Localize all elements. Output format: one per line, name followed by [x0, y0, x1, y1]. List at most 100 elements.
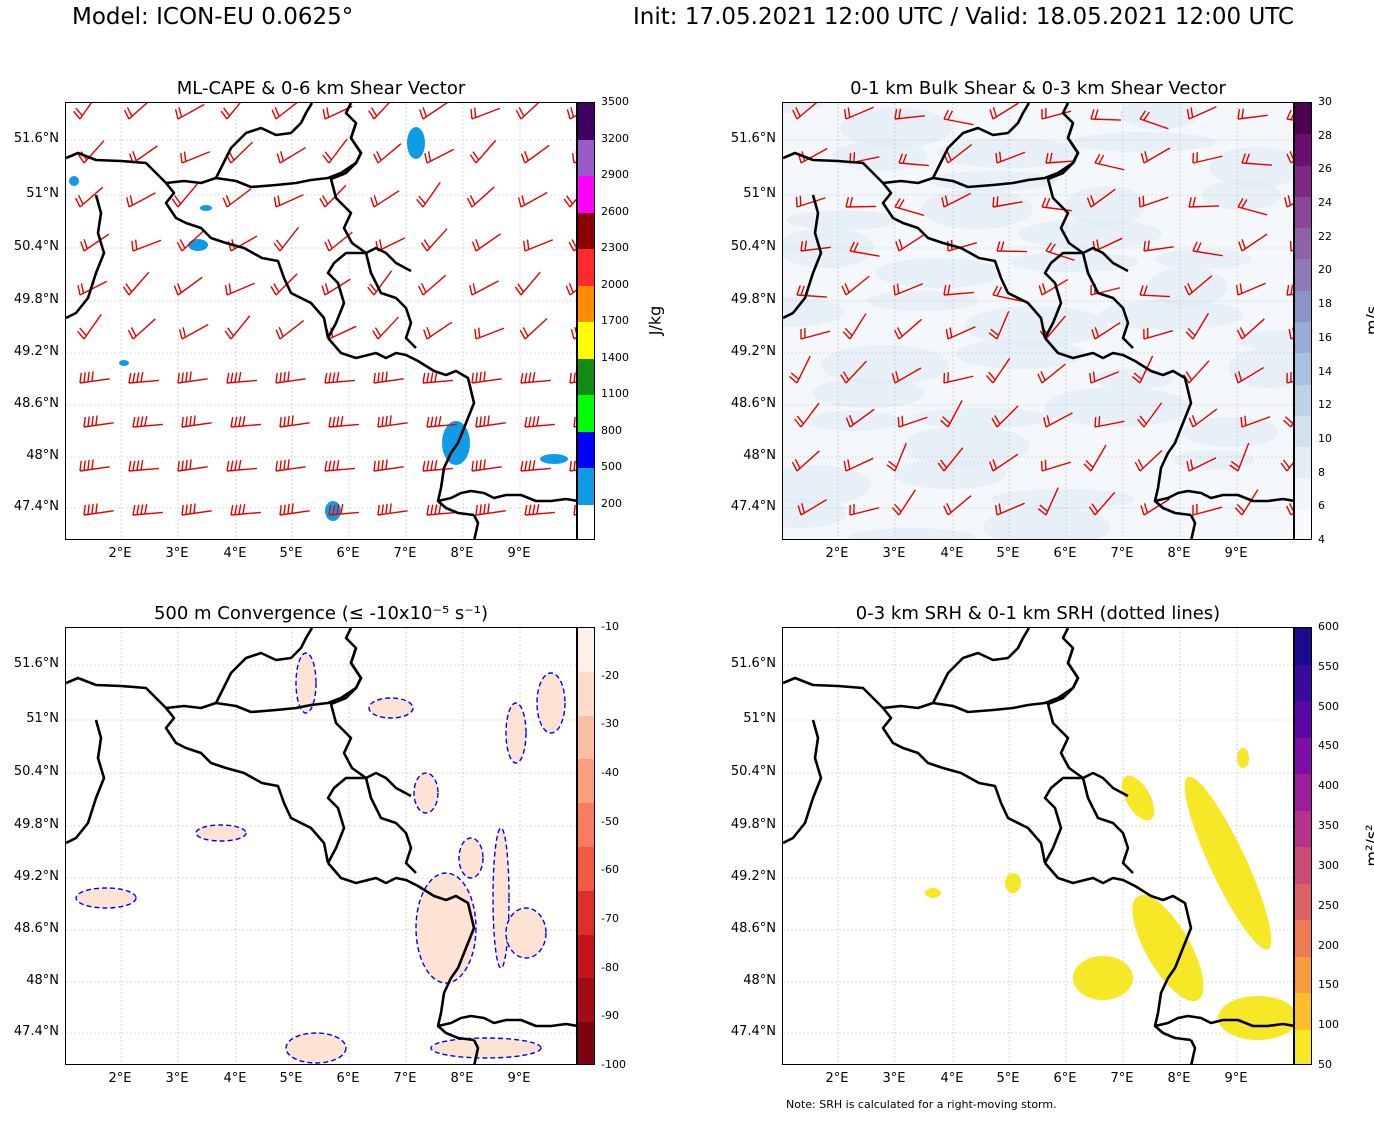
colorbar-segment	[578, 176, 594, 213]
colorbar-segment	[578, 358, 594, 396]
colorbar-tick-label: 3500	[601, 95, 629, 108]
colorbar-tick-label: 100	[1318, 1018, 1339, 1032]
srh-note: Note: SRH is calculated for a right-movi…	[786, 1098, 1057, 1111]
colorbar-segment	[578, 103, 594, 140]
colorbar-tick-label: -80	[601, 960, 619, 974]
lon-tick-label: 4°E	[223, 546, 247, 561]
graticule	[783, 103, 1293, 539]
colorbar-tick-label: -30	[601, 717, 619, 731]
srh-areas	[925, 748, 1293, 1040]
lat-tick-label: 49.2°N	[730, 344, 776, 359]
graticule	[783, 628, 1293, 1064]
panel-title: 0-1 km Bulk Shear & 0-3 km Shear Vector	[850, 78, 1226, 99]
lat-tick-label: 50.4°N	[13, 764, 59, 779]
colorbar-segment	[1295, 993, 1311, 1030]
cape-areas	[69, 127, 568, 521]
lon-tick-label: 9°E	[507, 546, 531, 561]
lat-tick-label: 48.6°N	[730, 921, 776, 936]
colorbar-tick-label: 6	[1318, 499, 1325, 513]
lon-tick-label: 9°E	[1224, 1071, 1248, 1086]
colorbar-segment	[578, 759, 594, 804]
country-borders	[66, 628, 576, 1064]
lat-tick-label: 49.2°N	[730, 869, 776, 884]
colorbar	[577, 627, 595, 1065]
colorbar-tick-label: 18	[1318, 297, 1332, 311]
colorbar-tick-label: 16	[1318, 330, 1332, 344]
colorbar-segment	[578, 715, 594, 760]
country-borders	[783, 628, 1293, 1064]
colorbar-tick-label: 2600	[601, 204, 629, 218]
lat-tick-label: 51.6°N	[730, 131, 776, 146]
lat-tick-label: 48°N	[26, 448, 59, 463]
colorbar-tick-label: 4	[1318, 533, 1325, 546]
lat-tick-label: 48.6°N	[13, 921, 59, 936]
map-canvas	[66, 628, 576, 1064]
lat-tick-label: 47.4°N	[730, 499, 776, 514]
lon-tick-label: 4°E	[223, 1071, 247, 1086]
colorbar-tick-label: 3200	[601, 131, 629, 145]
panel-title: 500 m Convergence (≤ -10x10⁻⁵ s⁻¹)	[153, 603, 489, 624]
colorbar	[1294, 102, 1312, 540]
lon-tick-label: 4°E	[940, 1071, 964, 1086]
lat-tick-label: 51°N	[26, 186, 59, 201]
colorbar-segment	[1295, 415, 1311, 448]
colorbar-tick-label: -40	[601, 766, 619, 779]
lon-tick-label: 2°E	[825, 1071, 849, 1086]
country-borders	[783, 103, 1293, 539]
lat-tick-label: 51°N	[743, 711, 776, 726]
map-panel-srh	[782, 627, 1294, 1065]
colorbar-tick-label: 450	[1318, 739, 1339, 753]
colorbar-segment	[1295, 196, 1311, 229]
map-panel-shear	[782, 102, 1294, 540]
lat-tick-label: 49.2°N	[13, 869, 59, 884]
colorbar-segment	[1295, 353, 1311, 386]
lon-tick-label: 3°E	[882, 546, 906, 561]
colorbar-tick-label: 550	[1318, 659, 1339, 673]
colorbar-tick-label: -100	[601, 1058, 626, 1071]
lon-tick-label: 7°E	[393, 1071, 417, 1086]
map-panel-conv	[65, 627, 577, 1065]
lon-tick-label: 7°E	[393, 546, 417, 561]
colorbar-segment	[1295, 920, 1311, 957]
panel-title: ML-CAPE & 0-6 km Shear Vector	[176, 78, 466, 99]
colorbar	[577, 102, 595, 540]
colorbar-segment	[578, 212, 594, 250]
lat-tick-label: 48°N	[743, 448, 776, 463]
colorbar-tick-label: 500	[1318, 699, 1339, 713]
colorbar-segment	[1295, 774, 1311, 811]
colorbar-segment	[578, 468, 594, 505]
colorbar-tick-label: 22	[1318, 229, 1332, 243]
colorbar-segment	[1295, 956, 1311, 994]
lat-tick-label: 51°N	[743, 186, 776, 201]
colorbar-tick-label: 800	[601, 423, 622, 437]
colorbar	[1294, 627, 1312, 1065]
colorbar-segment	[578, 934, 594, 979]
convergence-contours	[75, 652, 566, 1064]
colorbar-tick-label: 500	[601, 460, 622, 473]
colorbar-segment	[578, 504, 594, 539]
colorbar-tick-label: -50	[601, 814, 619, 828]
colorbar-tick-label: 30	[1318, 95, 1332, 108]
graticule	[66, 103, 576, 539]
lat-tick-label: 48.6°N	[730, 396, 776, 411]
lon-tick-label: 6°E	[1053, 1071, 1077, 1086]
colorbar-segment	[1295, 228, 1311, 260]
colorbar-tick-label: 20	[1318, 263, 1332, 277]
colorbar-segment	[578, 431, 594, 469]
colorbar-tick-label: 12	[1318, 398, 1332, 412]
lat-tick-label: 49.8°N	[730, 292, 776, 307]
colorbar-tick-label: 8	[1318, 465, 1325, 479]
map-canvas	[66, 103, 576, 539]
colorbar-segment	[1295, 290, 1311, 323]
lat-tick-label: 50.4°N	[13, 239, 59, 254]
colorbar-tick-label: 250	[1318, 898, 1339, 912]
lat-tick-label: 49.8°N	[730, 817, 776, 832]
colorbar-tick-label: 600	[1318, 620, 1339, 633]
colorbar-unit: m²/s²	[1362, 824, 1374, 867]
lon-tick-label: 3°E	[882, 1071, 906, 1086]
lon-tick-label: 6°E	[1053, 546, 1077, 561]
colorbar-tick-label: -90	[601, 1009, 619, 1023]
colorbar-tick-label: 1400	[601, 350, 629, 364]
colorbar-segment	[578, 139, 594, 177]
init-valid-time: Init: 17.05.2021 12:00 UTC / Valid: 18.0…	[633, 4, 1295, 30]
